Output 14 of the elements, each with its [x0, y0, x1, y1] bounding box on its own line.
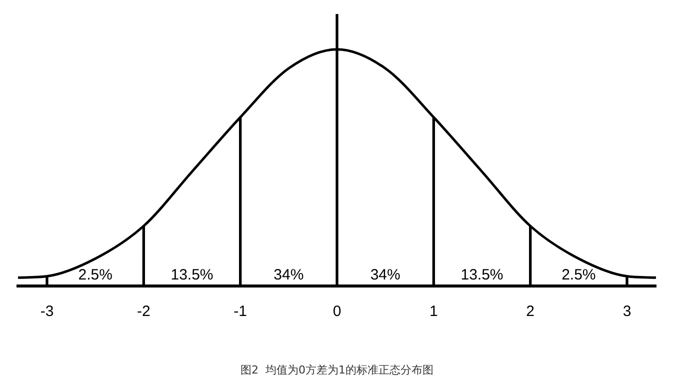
annotation: 13.5% [170, 266, 214, 284]
x-tick-label: -1 [234, 302, 248, 320]
text: 图2 均值为0方差为1的标准正态分布图 [240, 363, 434, 376]
annotation: 2.5% [78, 266, 112, 284]
x-tick-label: -3 [40, 302, 54, 320]
annotation: 13.5% [460, 266, 504, 284]
annotation: 34% [274, 266, 304, 284]
x-tick-label: 2 [526, 302, 535, 320]
x-tick-label: -2 [136, 302, 150, 320]
x-tick-label: 1 [429, 302, 438, 320]
annotation: 34% [370, 266, 400, 284]
annotation: 2.5% [562, 266, 596, 284]
x-tick-label: 3 [622, 302, 632, 320]
x-tick-label: 0 [332, 302, 342, 320]
